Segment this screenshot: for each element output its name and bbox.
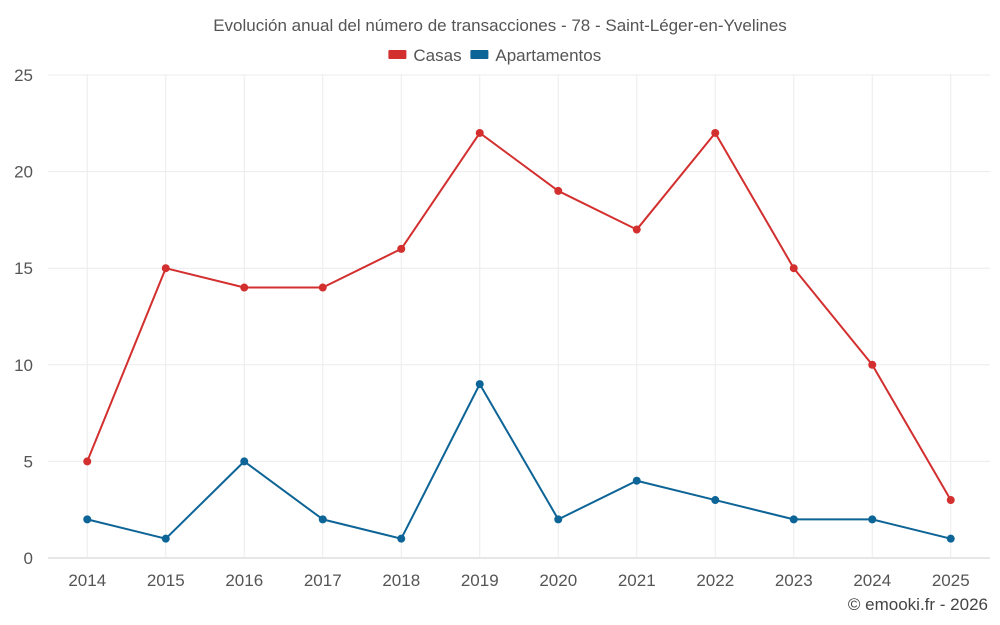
credit-text: © emooki.fr - 2026: [848, 595, 988, 614]
data-point-casas: [240, 283, 249, 292]
data-point-apartamentos: [789, 515, 798, 524]
x-tick-label: 2017: [304, 571, 342, 590]
gridlines: [48, 74, 990, 559]
data-point-casas: [318, 283, 327, 292]
x-tick-label: 2023: [775, 571, 813, 590]
chart-title: Evolución anual del número de transaccio…: [213, 16, 787, 35]
data-point-casas: [868, 360, 877, 369]
data-point-apartamentos: [161, 534, 170, 543]
data-point-apartamentos: [554, 515, 563, 524]
data-point-apartamentos: [868, 515, 877, 524]
data-point-casas: [789, 264, 798, 273]
data-point-casas: [946, 496, 955, 505]
data-point-casas: [161, 264, 170, 273]
y-tick-label: 10: [14, 356, 33, 375]
data-point-casas: [397, 244, 406, 253]
data-point-apartamentos: [318, 515, 327, 524]
y-tick-label: 0: [24, 549, 33, 568]
y-tick-label: 25: [14, 66, 33, 85]
x-tick-label: 2016: [225, 571, 263, 590]
x-tick-label: 2024: [853, 571, 891, 590]
y-tick-label: 5: [24, 452, 33, 471]
data-point-apartamentos: [240, 457, 249, 466]
x-axis: 2014 2015 2016 2017 2018 2019 2020 2021 2022 2023…: [68, 571, 969, 590]
data-point-apartamentos: [632, 476, 641, 485]
data-point-apartamentos: [946, 534, 955, 543]
x-tick-label: 2015: [147, 571, 185, 590]
data-point-casas: [554, 186, 563, 195]
data-point-casas: [711, 128, 720, 137]
x-tick-label: 2020: [539, 571, 577, 590]
x-tick-label: 2014: [68, 571, 106, 590]
x-tick-label: 2021: [618, 571, 656, 590]
y-tick-label: 20: [14, 163, 33, 182]
data-point-casas: [475, 128, 484, 137]
series-line-casas: [86, 131, 952, 501]
data-point-casas: [632, 225, 641, 234]
y-tick-label: 15: [14, 259, 33, 278]
series-group: [83, 128, 955, 543]
x-tick-label: 2022: [696, 571, 734, 590]
series-line-apartamentos: [87, 383, 951, 540]
y-axis: 0 5 10 15 20 25: [14, 66, 33, 568]
data-point-casas: [83, 457, 92, 466]
x-tick-label: 2025: [932, 571, 970, 590]
data-point-apartamentos: [475, 380, 484, 389]
legend-label-casas: Casas: [413, 46, 461, 65]
data-point-apartamentos: [711, 496, 720, 505]
legend-swatch-apartamentos: [470, 50, 489, 59]
data-point-apartamentos: [397, 534, 406, 543]
data-point-apartamentos: [83, 515, 92, 524]
legend-swatch-casas: [388, 50, 407, 59]
x-tick-label: 2019: [461, 571, 499, 590]
legend: Casas Apartamentos: [388, 46, 601, 65]
x-tick-label: 2018: [382, 571, 420, 590]
legend-label-apartamentos: Apartamentos: [495, 46, 601, 65]
